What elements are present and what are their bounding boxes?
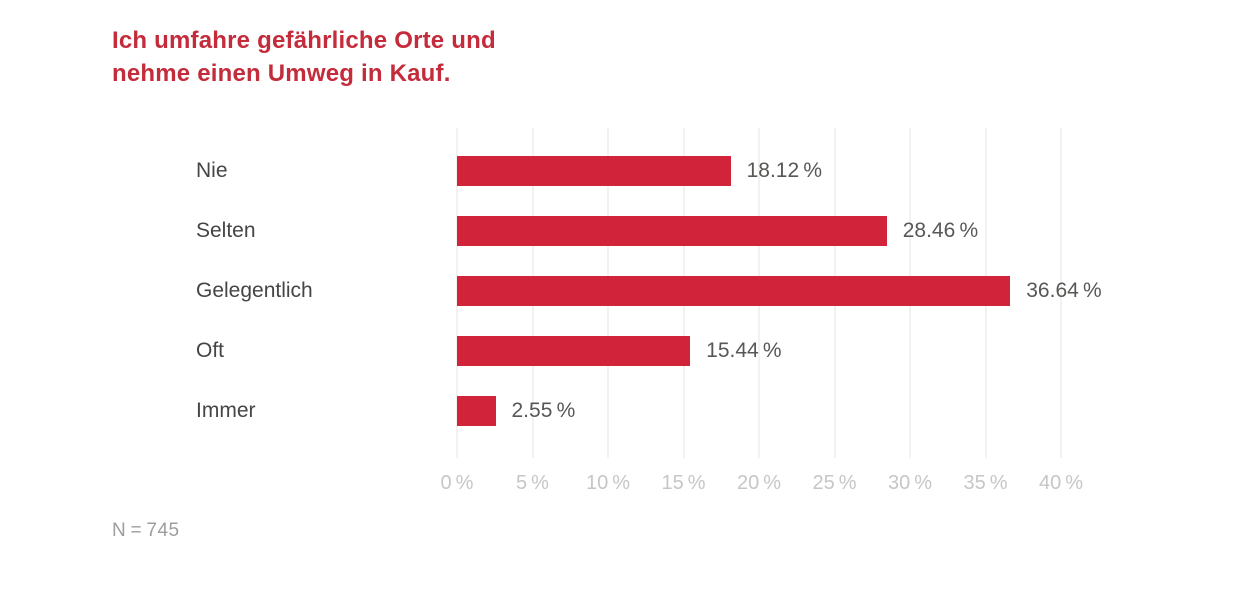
x-tick-label: 10 % — [585, 472, 631, 494]
x-tick-label: 5 % — [516, 472, 549, 494]
chart-title-line-1: Ich umfahre gefährliche Orte und — [112, 27, 496, 54]
category-label: Gelegentlich — [196, 279, 313, 302]
x-tick-label: 15 % — [661, 472, 706, 494]
gridline — [1060, 128, 1062, 458]
value-label: 36.64 % — [1026, 279, 1102, 302]
sample-size-note: N = 745 — [112, 520, 180, 541]
chart-row: Oft 15.44 % — [196, 321, 1236, 381]
chart-row: Gelegentlich 36.64 % — [196, 261, 1236, 321]
value-label: 18.12 % — [746, 159, 823, 182]
value-label: 2.55 % — [511, 399, 576, 422]
chart-title-line-2: nehme einen Umweg in Kauf. — [112, 60, 451, 87]
x-tick-label: 20 % — [736, 472, 782, 494]
value-label: 28.46 % — [902, 219, 979, 242]
x-tick-label: 35 % — [963, 472, 1008, 494]
bar — [457, 216, 887, 246]
value-label: 15.44 % — [706, 339, 782, 362]
chart-row: Immer 2.55 % — [196, 381, 1236, 441]
category-label: Selten — [196, 219, 256, 242]
chart-row: Nie 18.12 % — [196, 141, 1236, 201]
bar — [457, 156, 731, 186]
bar — [457, 336, 691, 366]
x-tick-label: 25 % — [812, 472, 857, 494]
x-tick-label: 40 % — [1038, 472, 1084, 494]
category-label: Nie — [196, 159, 228, 182]
x-axis: 0 % 5 % 10 % 15 % 20 % 25 % 30 % 35 % 40 % — [441, 472, 1083, 498]
bar — [457, 396, 496, 426]
category-label: Oft — [196, 339, 225, 362]
category-label: Immer — [196, 399, 256, 422]
bar — [457, 276, 1011, 306]
chart-rows: Nie 18.12 % Selten 28.46 % Gelegentlich 36.64… — [196, 141, 1236, 441]
chart-title: Ich umfahre gefährliche Orte und nehme e… — [112, 24, 496, 90]
chart-row: Selten 28.46 % — [196, 201, 1236, 261]
x-tick-label: 0 % — [440, 472, 474, 494]
x-tick-label: 30 % — [887, 472, 933, 494]
